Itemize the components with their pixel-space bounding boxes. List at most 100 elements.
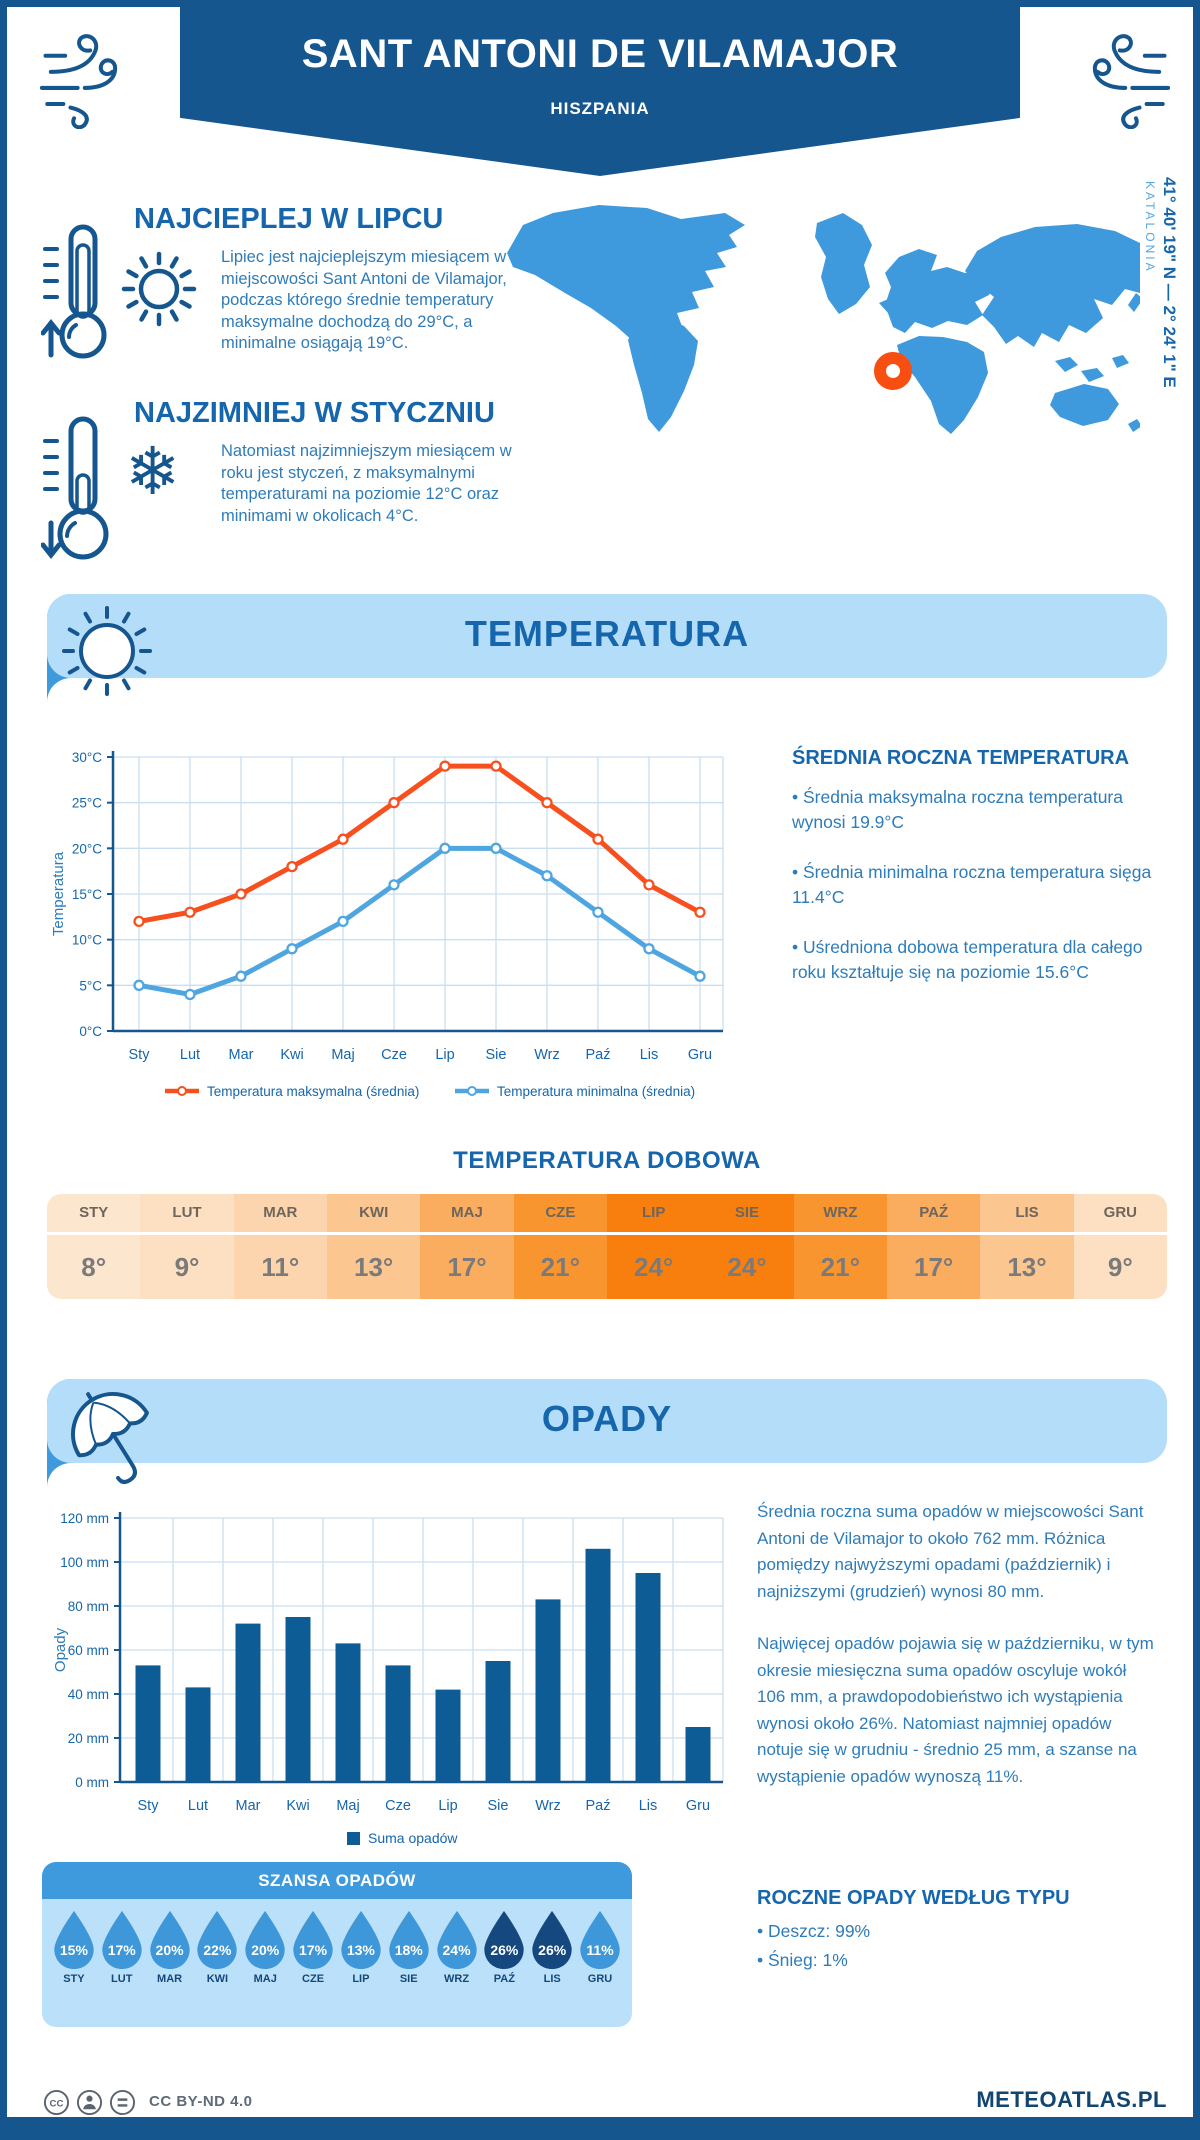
daily-temp-value: 21°	[540, 1252, 580, 1282]
svg-text:100 mm: 100 mm	[60, 1555, 109, 1570]
raindrop-icon	[245, 1911, 285, 1969]
snowflake-icon: ❄	[125, 433, 181, 510]
precip-section-banner	[47, 1379, 1167, 1463]
svg-text:Paź: Paź	[586, 1047, 611, 1063]
thermometer-up-icon	[41, 224, 107, 359]
svg-text:Wrz: Wrz	[535, 1798, 561, 1814]
wind-icon	[39, 34, 118, 129]
map-continents	[507, 205, 1140, 434]
daily-temp-month: CZE	[513, 1194, 607, 1235]
svg-text:CC: CC	[50, 2098, 64, 2109]
precip-chance-value: 22%	[203, 1942, 232, 1958]
daily-temp-value: 17°	[914, 1252, 954, 1282]
daily-temp-heading: TEMPERATURA DOBOWA	[453, 1147, 761, 1174]
sun-icon	[121, 251, 197, 327]
daily-temp-value: 24°	[634, 1252, 674, 1282]
precip-chance-month: WRZ	[444, 1973, 470, 1985]
raindrop-icon	[293, 1911, 333, 1969]
svg-text:20 mm: 20 mm	[68, 1731, 109, 1746]
temperature-line-chart: 0°C 5°C 10°C 15°C 20°C 25°C 30°C Sty Lut Mar Kwi Ma…	[50, 750, 724, 1099]
precip-banner-corner-cover	[47, 1463, 113, 1505]
precip-chance-item: 26% PAŹ	[483, 1911, 525, 1985]
annual-temp-bullet: • Uśredniona dobowa temperatura dla całe…	[792, 937, 1143, 982]
precip-chance-month: STY	[63, 1973, 85, 1985]
svg-text:Lis: Lis	[639, 1798, 658, 1814]
precip-paragraph: Najwięcej opadów pojawia się w październ…	[757, 1634, 1154, 1786]
svg-text:Sty: Sty	[138, 1798, 160, 1814]
page-subtitle: HISZPANIA	[550, 99, 650, 118]
precip-chance-value: 20%	[155, 1942, 184, 1958]
daily-temp-col: WRZ 21°	[793, 1194, 887, 1299]
raindrop-icon	[484, 1911, 525, 1969]
thermometer-down-icon	[41, 416, 109, 560]
svg-text:Temperatura minimalna (średnia: Temperatura minimalna (średnia)	[497, 1084, 695, 1099]
precip-chance-value: 26%	[490, 1942, 519, 1958]
daily-temp-col: MAJ 17°	[420, 1194, 514, 1299]
precip-chance-month: KWI	[206, 1973, 229, 1985]
annual-temp-bullets: • Średnia maksymalna roczna temperatura …	[792, 785, 1177, 1010]
daily-temp-month: STY	[47, 1194, 141, 1235]
svg-text:Mar: Mar	[229, 1047, 254, 1063]
raindrop-icon	[149, 1911, 190, 1969]
precip-paragraph: Średnia roczna suma opadów w miejscowośc…	[757, 1502, 1144, 1601]
raindrop-icon	[436, 1911, 477, 1969]
precip-chance-item: 15% STY	[53, 1911, 95, 1985]
svg-text:Wrz: Wrz	[534, 1047, 560, 1063]
precip-chance-month: GRU	[587, 1973, 613, 1985]
temperature-section-title: TEMPERATURA	[464, 613, 750, 654]
svg-text:5°C: 5°C	[79, 978, 102, 993]
svg-text:40 mm: 40 mm	[68, 1687, 109, 1702]
precip-chance-month: PAŹ	[493, 1973, 515, 1985]
precip-chance-item: 17% CZE	[292, 1911, 334, 1985]
daily-temp-month: WRZ	[793, 1194, 887, 1235]
coldest-heading: NAJZIMNIEJ W STYCZNIU	[134, 397, 495, 429]
svg-text:10°C: 10°C	[72, 933, 102, 948]
daily-temp-col: LUT 9°	[140, 1194, 234, 1299]
svg-text:Kwi: Kwi	[286, 1798, 309, 1814]
precip-chance-month: SIE	[399, 1973, 418, 1985]
daily-temp-month: LUT	[140, 1194, 234, 1235]
svg-text:Lis: Lis	[640, 1047, 659, 1063]
svg-text:Maj: Maj	[331, 1047, 354, 1063]
cc-license-icons: CC	[43, 2089, 136, 2116]
daily-temp-month: MAR	[233, 1194, 327, 1235]
daily-temp-col: PAŹ 17°	[887, 1194, 981, 1299]
precip-text-column: Średnia roczna suma opadów w miejscowośc…	[757, 1499, 1157, 1816]
svg-text:Gru: Gru	[688, 1047, 712, 1063]
daily-temp-col: LIS 13°	[980, 1194, 1074, 1299]
svg-text:15°C: 15°C	[72, 887, 102, 902]
daily-temp-month: LIS	[980, 1194, 1074, 1235]
precip-chance-value: 17%	[299, 1942, 328, 1958]
daily-temp-col: KWI 13°	[327, 1194, 421, 1299]
daily-temp-col: MAR 11°	[233, 1194, 327, 1299]
svg-text:Lut: Lut	[180, 1047, 200, 1063]
location-marker	[874, 352, 912, 390]
svg-text:120 mm: 120 mm	[60, 1511, 109, 1526]
daily-temp-month: SIE	[700, 1194, 794, 1235]
annual-temp-bullet: • Średnia minimalna roczna temperatura s…	[792, 862, 1152, 907]
svg-text:Gru: Gru	[686, 1798, 710, 1814]
svg-text:25°C: 25°C	[72, 796, 102, 811]
daily-temp-month: GRU	[1073, 1194, 1167, 1235]
svg-text:30°C: 30°C	[72, 750, 102, 765]
warmest-heading: NAJCIEPLEJ W LIPCU	[134, 203, 444, 235]
temperature-section-banner	[47, 594, 1167, 678]
coordinates-label: 41° 40' 19" N — 2° 24' 1" E	[1160, 177, 1179, 388]
cc-icon: CC	[43, 2089, 70, 2116]
precip-chance-value: 20%	[251, 1942, 280, 1958]
precip-chance-month: CZE	[302, 1973, 325, 1985]
svg-text:Temperatura: Temperatura	[50, 851, 67, 936]
daily-temp-value: 11°	[261, 1252, 300, 1282]
daily-temp-col: SIE 24°	[700, 1194, 794, 1299]
daily-temp-month: KWI	[327, 1194, 421, 1235]
header-banner: SANT ANTONI DE VILAMAJOR HISZPANIA	[180, 7, 1020, 176]
raindrop-icon	[341, 1911, 381, 1969]
raindrop-icon	[389, 1911, 429, 1969]
svg-text:Kwi: Kwi	[280, 1047, 303, 1063]
svg-text:20°C: 20°C	[72, 841, 102, 856]
daily-temp-month: PAŹ	[887, 1194, 981, 1235]
precip-chance-value: 13%	[346, 1942, 375, 1958]
coldest-text: Natomiast najzimniejszym miesiącem w rok…	[221, 442, 512, 525]
precip-chance-item: 18% SIE	[388, 1911, 430, 1985]
